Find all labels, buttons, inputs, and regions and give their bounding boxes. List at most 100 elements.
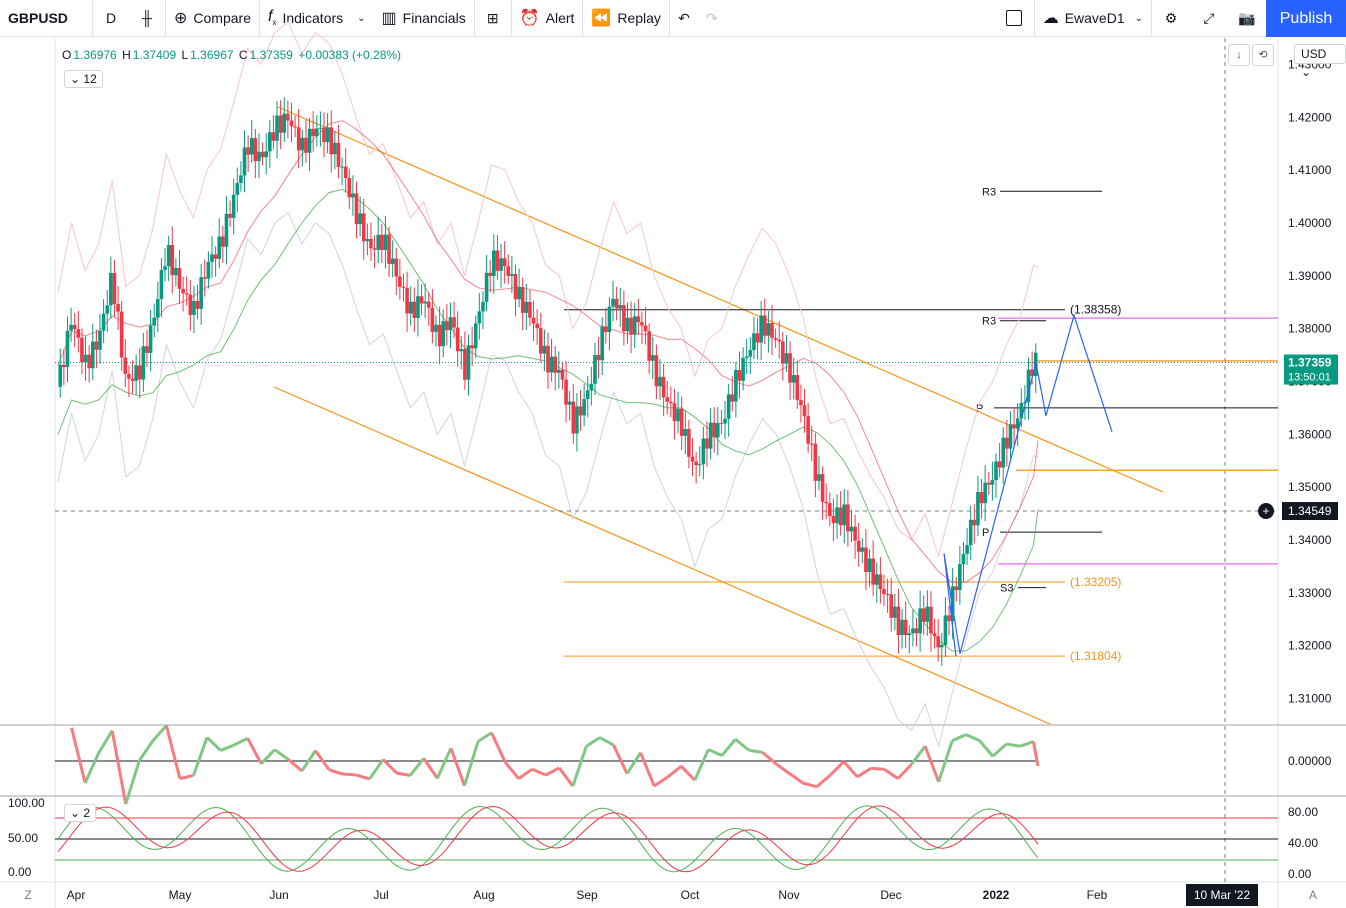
candle-body: [372, 248, 377, 250]
candle-body: [434, 324, 438, 332]
candle-body: [87, 354, 91, 369]
candle-body: [268, 132, 272, 152]
candle-body: [188, 294, 193, 315]
candle-body: [365, 238, 370, 242]
candle-body: [148, 325, 153, 353]
candle-body: [596, 354, 601, 361]
indicators-count: 12: [83, 72, 97, 86]
chevron-down-icon: ⌄: [357, 12, 366, 24]
low-label: L: [181, 48, 189, 62]
pane-count: 2: [83, 806, 91, 820]
candle-body: [134, 365, 138, 381]
candle-body: [791, 375, 796, 383]
refresh-icon[interactable]: ⟲: [1252, 44, 1274, 66]
interval-button[interactable]: D: [105, 10, 117, 26]
indicators-button[interactable]: fx Indicators ⌄: [260, 0, 374, 37]
candle-body: [221, 236, 225, 247]
alarm-clock-icon: ⏰: [519, 10, 540, 27]
candle-body: [98, 330, 102, 350]
symbol-search[interactable]: GBPUSD: [8, 10, 68, 26]
candle-body: [799, 400, 803, 406]
candle-body: [654, 355, 659, 387]
candle-body: [289, 120, 294, 127]
candle-body: [101, 313, 106, 331]
candle-body: [1030, 369, 1034, 377]
pivot-label: S3: [1000, 583, 1013, 595]
candle-body: [322, 127, 326, 143]
candle-body: [481, 301, 485, 312]
oscillator-segment: [1032, 741, 1040, 767]
candle-body: [925, 606, 930, 622]
oscillator-segment: [599, 736, 615, 747]
time-tick-label: May: [169, 888, 192, 902]
stoch-left-tick: 100.00: [8, 796, 45, 810]
alert-button[interactable]: ⏰ Alert: [512, 0, 583, 37]
redo-button[interactable]: ↷: [698, 0, 726, 37]
candle-body: [820, 474, 825, 502]
currency-select[interactable]: USD ⌄: [1294, 44, 1346, 79]
candle-body: [62, 364, 66, 368]
layout-button[interactable]: ☁ EwaveD1 ⌄: [1035, 0, 1151, 37]
chart-type-button[interactable]: ╫: [129, 0, 165, 37]
undo-button[interactable]: ↶: [670, 0, 698, 37]
candle-body: [340, 166, 344, 168]
candle-body: [455, 327, 460, 352]
fullscreen-select-button[interactable]: [994, 0, 1034, 37]
candle-body: [69, 324, 73, 331]
candle-body: [762, 315, 767, 336]
candle-body: [730, 394, 735, 402]
candle-body: [578, 406, 583, 416]
oscillator-segment: [355, 773, 371, 781]
alert-label: Alert: [545, 10, 575, 26]
replay-button[interactable]: ⏪ Replay: [583, 0, 669, 37]
oscillator-segment: [314, 749, 331, 771]
arrow-down-icon[interactable]: ↓: [1228, 44, 1250, 66]
candle-body: [235, 183, 240, 195]
candle-body: [669, 401, 673, 404]
scale-z-icon: Z: [24, 888, 31, 902]
candle-body: [770, 323, 774, 338]
candle-body: [401, 286, 406, 288]
candle-body: [625, 317, 630, 332]
cloud-icon: ☁: [1042, 10, 1059, 27]
indicators-toggle[interactable]: ⌄ 12: [64, 70, 103, 88]
candle-body: [889, 594, 894, 618]
publish-button[interactable]: Publish: [1266, 0, 1346, 37]
candle-body: [394, 258, 399, 277]
candle-body: [824, 501, 828, 504]
candle-body: [809, 443, 814, 445]
financials-button[interactable]: ▥ Financials: [374, 0, 474, 37]
candle-body: [152, 317, 156, 326]
compare-button[interactable]: ⊕ Compare: [166, 0, 259, 37]
time-tick-label: Feb: [1087, 888, 1108, 902]
candle-body: [253, 138, 258, 162]
candle-body: [141, 346, 146, 380]
oscillator-segment: [463, 741, 480, 787]
candle-body: [174, 267, 178, 276]
snapshot-button[interactable]: 📷: [1228, 0, 1266, 37]
moving-average-line: [57, 120, 1039, 583]
templates-button[interactable]: ⊞: [475, 0, 511, 37]
candle-body: [658, 376, 662, 387]
oscillator-segment: [328, 768, 343, 776]
price-tick-label: 1.39000: [1288, 269, 1332, 283]
oscillator-segment: [70, 727, 87, 784]
replay-label: Replay: [617, 10, 661, 26]
candle-body: [1012, 424, 1016, 429]
oscillator-segment: [409, 757, 425, 777]
settings-button[interactable]: ⚙: [1152, 0, 1190, 37]
candle-body: [1015, 418, 1020, 429]
candle-body: [632, 316, 637, 335]
candle-body: [1008, 424, 1013, 449]
candle-body: [535, 323, 539, 329]
time-tick-label: Nov: [778, 888, 799, 902]
candle-body: [376, 234, 380, 250]
candle-body: [231, 194, 236, 218]
separator: [92, 0, 93, 37]
candle-body: [817, 474, 821, 481]
oscillator-segment: [110, 730, 128, 805]
pane-indicators-toggle[interactable]: ⌄ 2: [64, 804, 97, 822]
pivot-label: R3: [982, 186, 996, 198]
fullscreen-button[interactable]: ⤢: [1190, 0, 1228, 37]
